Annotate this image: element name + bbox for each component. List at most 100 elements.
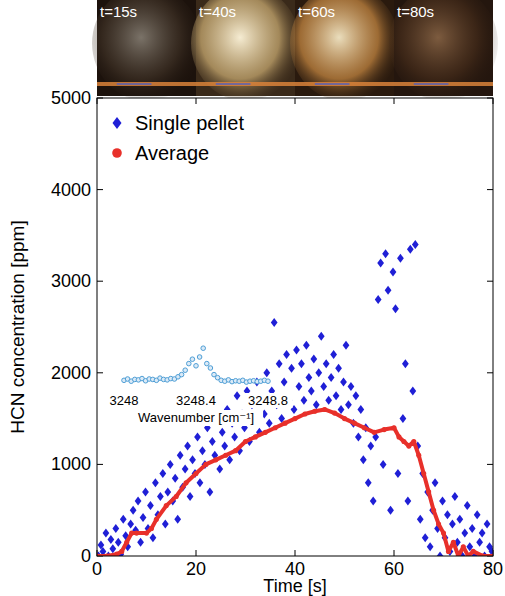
average-point xyxy=(416,453,421,458)
average-point xyxy=(401,439,406,444)
pellet-point xyxy=(338,405,345,414)
spectrum-point xyxy=(190,357,195,362)
pellet-point xyxy=(380,460,387,469)
average-point xyxy=(283,421,288,426)
pellet-point xyxy=(365,478,372,487)
average-point xyxy=(436,521,441,526)
pellet-point xyxy=(271,318,278,327)
average-point xyxy=(193,471,198,476)
pellet-point xyxy=(328,373,335,382)
inset-x-tick-label: 3248.4 xyxy=(176,393,216,408)
pellet-point xyxy=(469,524,476,533)
pellet-point xyxy=(293,345,300,354)
plot-marks xyxy=(97,240,493,556)
pellet-point xyxy=(407,245,414,254)
pellet-point xyxy=(432,478,439,487)
x-tick-label: 0 xyxy=(92,559,102,579)
pellet-glow xyxy=(196,82,295,86)
label-patch xyxy=(243,393,292,408)
average-point xyxy=(129,531,134,536)
pellet-point xyxy=(392,304,399,313)
average-point xyxy=(124,540,129,545)
pellet-point xyxy=(130,506,137,515)
pellet-point xyxy=(330,350,337,359)
blue-flame xyxy=(414,83,449,85)
x-tick xyxy=(196,550,197,556)
pellet-point xyxy=(308,387,315,396)
pellet-point xyxy=(127,519,134,528)
flame-glow xyxy=(389,0,498,101)
average-line xyxy=(97,409,493,556)
spectrum-point xyxy=(179,372,184,377)
average-point xyxy=(322,407,327,412)
pellet-point xyxy=(135,497,142,506)
pellet-point xyxy=(357,405,364,414)
blue-flame xyxy=(315,83,350,85)
inset-x-axis-title: Wavenumber [cm⁻¹] xyxy=(138,410,254,425)
average-point xyxy=(396,434,401,439)
pellet-point xyxy=(115,538,122,547)
pellet-point xyxy=(402,359,409,368)
pellet-point xyxy=(107,535,114,544)
average-point xyxy=(114,552,119,556)
average-point xyxy=(119,549,124,554)
y-tick-label: 3000 xyxy=(51,271,91,291)
average-point xyxy=(203,462,208,467)
inset-x-tick-label: 3248.8 xyxy=(248,393,288,408)
pellet-point xyxy=(313,400,320,409)
pellet-point xyxy=(283,350,290,359)
average-point xyxy=(332,411,337,416)
x-axis-title: Time [s] xyxy=(263,576,326,596)
x-tick-top xyxy=(394,98,395,104)
y-tick-label: 1000 xyxy=(51,454,91,474)
pellet-point xyxy=(395,469,402,478)
pellet-point xyxy=(281,377,288,386)
pellet-point xyxy=(333,391,340,400)
y-tick-right xyxy=(487,464,493,465)
average-point xyxy=(406,444,411,449)
figure: t=15st=40st=60st=80s02040608001000200030… xyxy=(0,0,505,596)
pellet-point xyxy=(142,487,149,496)
pellet-point xyxy=(305,373,312,382)
legend-marker xyxy=(112,148,122,158)
pellet-glow xyxy=(97,82,196,86)
pellet-point xyxy=(310,355,317,364)
pellet-point xyxy=(152,478,159,487)
pellet-point xyxy=(427,542,434,551)
y-tick-label: 4000 xyxy=(51,180,91,200)
legend-marker xyxy=(113,117,122,129)
pellet-point xyxy=(387,506,394,515)
pellet-point xyxy=(164,487,171,496)
pellet-point xyxy=(377,258,384,267)
blue-flame xyxy=(117,83,152,85)
pellet-point xyxy=(288,364,295,373)
pellet-point xyxy=(412,240,419,249)
pellet-point xyxy=(157,492,164,501)
x-tick-top xyxy=(196,98,197,104)
average-point xyxy=(302,411,307,416)
pellet-point xyxy=(177,451,184,460)
pellet-point xyxy=(140,513,147,522)
average-point xyxy=(421,471,426,476)
legend-label: Average xyxy=(135,142,209,164)
inset-x-tick-label: 3248 xyxy=(110,393,139,408)
y-tick-label: 2000 xyxy=(51,363,91,383)
pellet-point xyxy=(461,529,468,538)
pellet-point xyxy=(315,368,322,377)
y-tick xyxy=(97,372,103,373)
pellet-point xyxy=(197,478,204,487)
photo-label: t=15s xyxy=(100,3,137,20)
label-patch xyxy=(171,393,220,408)
y-tick xyxy=(97,464,103,465)
pellet-point xyxy=(404,497,411,506)
pellet-point xyxy=(318,332,325,341)
x-tick-label: 20 xyxy=(186,559,206,579)
spectrum-point xyxy=(205,361,210,366)
average-point xyxy=(154,517,159,522)
x-tick xyxy=(394,550,395,556)
x-tick-top xyxy=(295,98,296,104)
average-point xyxy=(471,549,476,554)
pellet-point xyxy=(375,295,382,304)
spectrum-point xyxy=(194,364,199,369)
pellet-point xyxy=(385,286,392,295)
